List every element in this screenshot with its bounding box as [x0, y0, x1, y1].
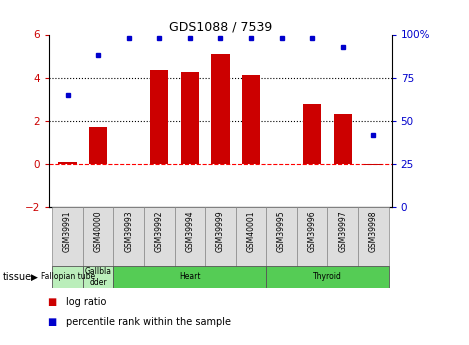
Bar: [205, 207, 236, 267]
Text: log ratio: log ratio: [66, 297, 106, 307]
Bar: [89, 127, 107, 164]
Bar: [83, 207, 113, 267]
Title: GDS1088 / 7539: GDS1088 / 7539: [169, 20, 272, 33]
Text: ■: ■: [47, 317, 56, 327]
Bar: [144, 207, 174, 267]
Bar: [358, 207, 388, 267]
Text: GSM40000: GSM40000: [94, 210, 103, 252]
Text: Fallopian tube: Fallopian tube: [40, 272, 95, 282]
Bar: [236, 207, 266, 267]
Text: GSM39994: GSM39994: [185, 210, 194, 252]
Text: GSM39997: GSM39997: [338, 210, 347, 252]
Text: GSM39993: GSM39993: [124, 210, 133, 252]
Bar: [181, 72, 199, 164]
Bar: [113, 207, 144, 267]
Text: GSM39999: GSM39999: [216, 210, 225, 252]
Text: Thyroid: Thyroid: [313, 272, 342, 282]
Bar: [242, 76, 260, 164]
Bar: [333, 114, 352, 164]
Text: Heart: Heart: [179, 272, 201, 282]
Text: tissue: tissue: [2, 272, 31, 282]
Bar: [83, 266, 113, 288]
Text: GSM40001: GSM40001: [247, 210, 256, 252]
Bar: [364, 164, 382, 165]
Bar: [113, 266, 266, 288]
Bar: [297, 207, 327, 267]
Text: ■: ■: [47, 297, 56, 307]
Text: GSM39996: GSM39996: [308, 210, 317, 252]
Bar: [53, 266, 83, 288]
Bar: [150, 70, 168, 164]
Text: ▶: ▶: [30, 273, 38, 282]
Text: Gallbla
dder: Gallbla dder: [85, 267, 112, 287]
Bar: [266, 266, 388, 288]
Bar: [174, 207, 205, 267]
Bar: [53, 207, 83, 267]
Text: GSM39998: GSM39998: [369, 210, 378, 252]
Bar: [266, 207, 297, 267]
Bar: [59, 162, 77, 164]
Bar: [327, 207, 358, 267]
Text: GSM39995: GSM39995: [277, 210, 286, 252]
Bar: [211, 54, 230, 164]
Text: percentile rank within the sample: percentile rank within the sample: [66, 317, 231, 327]
Text: GSM39992: GSM39992: [155, 210, 164, 252]
Bar: [303, 104, 321, 164]
Text: GSM39991: GSM39991: [63, 210, 72, 252]
